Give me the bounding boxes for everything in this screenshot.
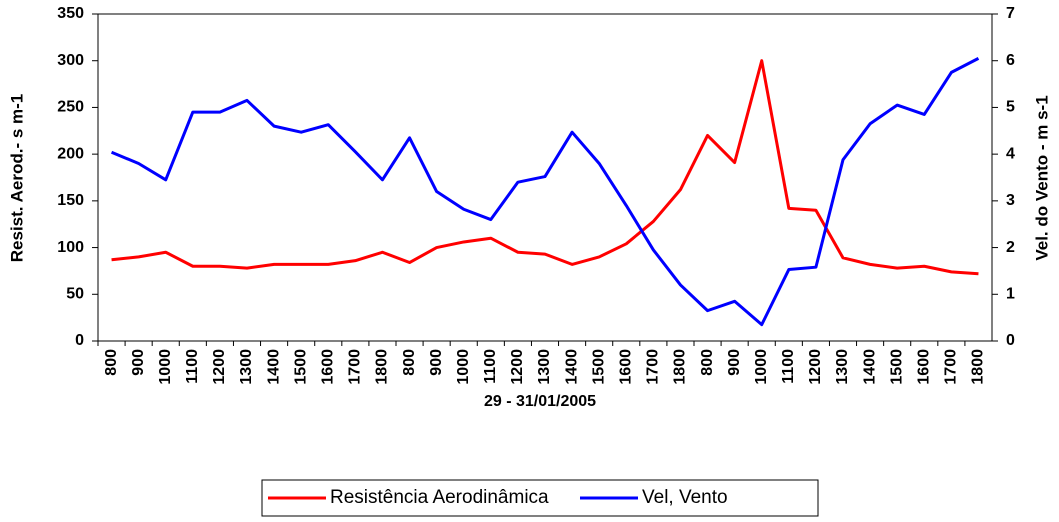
x-tick-label: 1700 bbox=[347, 349, 364, 385]
x-tick-label: 900 bbox=[428, 349, 445, 376]
y-tick-label: 250 bbox=[57, 99, 84, 116]
x-tick-label: 1000 bbox=[753, 349, 770, 385]
y-tick-label: 200 bbox=[57, 145, 84, 162]
legend-label: Vel, Vento bbox=[642, 487, 728, 508]
x-tick-label: 1800 bbox=[374, 349, 391, 385]
legend-box bbox=[261, 479, 819, 517]
y2-tick-label: 3 bbox=[1006, 192, 1015, 209]
y-tick-label: 100 bbox=[57, 239, 84, 256]
x-tick-label: 1600 bbox=[915, 349, 932, 385]
y2-tick-label: 6 bbox=[1006, 52, 1015, 69]
y-tick-label: 50 bbox=[66, 286, 84, 303]
x-tick-label: 1600 bbox=[617, 349, 634, 385]
x-tick-label: 1600 bbox=[319, 349, 336, 385]
y2-axis-title: Vel. do Vento - m s-1 bbox=[1032, 95, 1051, 260]
x-tick-label: 1100 bbox=[780, 349, 797, 384]
x-tick-label: 1500 bbox=[292, 349, 309, 385]
x-tick-label: 1500 bbox=[590, 349, 607, 385]
y2-tick-label: 2 bbox=[1006, 239, 1015, 256]
y2-tick-label: 4 bbox=[1006, 145, 1015, 162]
series-line bbox=[110, 57, 980, 327]
y-axis-title: Resist. Aerod.- s m-1 bbox=[7, 94, 26, 262]
x-tick-label: 1300 bbox=[536, 349, 553, 385]
x-tick-label: 1100 bbox=[482, 349, 499, 384]
x-tick-label: 1300 bbox=[238, 349, 255, 385]
series-line bbox=[111, 59, 979, 276]
x-tick-label: 900 bbox=[130, 349, 147, 376]
x-tick-label: 1800 bbox=[970, 349, 987, 385]
x-tick-label: 1400 bbox=[563, 349, 580, 385]
y-tick-label: 0 bbox=[75, 332, 84, 349]
x-tick-label: 800 bbox=[699, 349, 716, 376]
x-tick-label: 1500 bbox=[888, 349, 905, 385]
x-tick-label: 1400 bbox=[861, 349, 878, 385]
y2-tick-label: 1 bbox=[1006, 286, 1015, 303]
y2-tick-label: 5 bbox=[1006, 99, 1015, 116]
y-tick-label: 150 bbox=[57, 192, 84, 209]
x-tick-label: 1700 bbox=[943, 349, 960, 385]
x-tick-label: 800 bbox=[103, 349, 120, 376]
x-tick-label: 1200 bbox=[807, 349, 824, 385]
plot-area bbox=[97, 13, 993, 342]
y-tick-label: 300 bbox=[57, 52, 84, 69]
x-tick-label: 1300 bbox=[834, 349, 851, 385]
x-tick-label: 900 bbox=[726, 349, 743, 376]
x-tick-label: 1100 bbox=[184, 349, 201, 384]
y2-tick-label: 7 bbox=[1006, 5, 1015, 22]
x-tick-label: 800 bbox=[401, 349, 418, 376]
x-tick-label: 1200 bbox=[509, 349, 526, 385]
x-tick-label: 1200 bbox=[211, 349, 228, 385]
x-tick-label: 1000 bbox=[157, 349, 174, 385]
x-axis-title: 29 - 31/01/2005 bbox=[484, 393, 596, 410]
y2-tick-label: 0 bbox=[1006, 332, 1015, 349]
x-tick-label: 1000 bbox=[455, 349, 472, 385]
x-tick-label: 1700 bbox=[645, 349, 662, 385]
x-tick-label: 1800 bbox=[672, 349, 689, 385]
legend-label: Resistência Aerodinâmica bbox=[330, 487, 549, 508]
y-tick-label: 350 bbox=[57, 5, 84, 22]
x-tick-label: 1400 bbox=[265, 349, 282, 385]
